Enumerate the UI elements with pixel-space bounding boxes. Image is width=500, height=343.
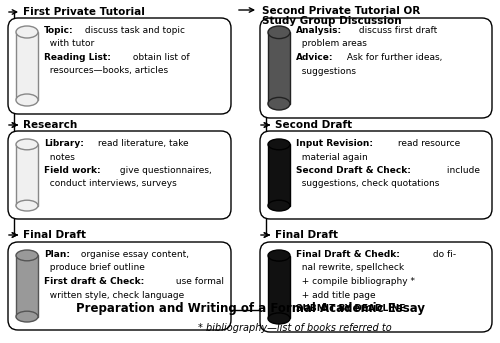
- Text: Plan:: Plan:: [44, 250, 70, 259]
- Text: written style, check language: written style, check language: [44, 291, 184, 299]
- Text: Topic:: Topic:: [44, 26, 74, 35]
- Ellipse shape: [268, 26, 290, 39]
- Text: notes: notes: [44, 153, 75, 162]
- Bar: [16, 144, 38, 205]
- Text: with tutor: with tutor: [44, 39, 94, 48]
- Ellipse shape: [16, 311, 38, 322]
- Ellipse shape: [16, 250, 38, 261]
- Ellipse shape: [16, 26, 38, 38]
- Text: material again: material again: [296, 153, 368, 162]
- Text: produce brief outline: produce brief outline: [44, 263, 145, 272]
- Text: Advice:: Advice:: [296, 53, 334, 62]
- Bar: [16, 32, 38, 100]
- Text: Final Draft: Final Draft: [23, 230, 86, 240]
- Text: * bibliography—list of books referred to: * bibliography—list of books referred to: [198, 323, 392, 333]
- Ellipse shape: [268, 313, 290, 324]
- Text: + compile bibliography *: + compile bibliography *: [296, 277, 415, 286]
- Text: organise essay content,: organise essay content,: [78, 250, 188, 259]
- Bar: [16, 256, 38, 317]
- Text: suggestions, check quotations: suggestions, check quotations: [296, 179, 440, 189]
- Text: Second Draft: Second Draft: [275, 120, 352, 130]
- Text: Research: Research: [23, 120, 77, 130]
- Text: give questionnaires,: give questionnaires,: [117, 166, 212, 175]
- Text: nal rewrite, spellcheck: nal rewrite, spellcheck: [296, 263, 404, 272]
- Text: Second Draft & Check:: Second Draft & Check:: [296, 166, 411, 175]
- Text: SUBMIT BY DEADLINE: SUBMIT BY DEADLINE: [296, 304, 406, 313]
- Text: + add title page: + add title page: [296, 291, 376, 299]
- Text: read literature, take: read literature, take: [96, 139, 189, 148]
- FancyBboxPatch shape: [260, 18, 492, 118]
- Text: First draft & Check:: First draft & Check:: [44, 277, 144, 286]
- Text: resources—books, articles: resources—books, articles: [44, 67, 168, 75]
- Text: problem areas: problem areas: [296, 39, 367, 48]
- Text: Analysis:: Analysis:: [296, 26, 342, 35]
- Text: read resource: read resource: [396, 139, 460, 148]
- Text: Field work:: Field work:: [44, 166, 100, 175]
- Text: Final Draft & Chedk:: Final Draft & Chedk:: [296, 250, 400, 259]
- Ellipse shape: [268, 97, 290, 110]
- Ellipse shape: [268, 139, 290, 150]
- Bar: [268, 256, 290, 318]
- Text: conduct interviews, surveys: conduct interviews, surveys: [44, 179, 177, 189]
- Text: do fi-: do fi-: [430, 250, 456, 259]
- Ellipse shape: [268, 250, 290, 261]
- Bar: [268, 32, 290, 104]
- Ellipse shape: [16, 94, 38, 106]
- Text: Reading List:: Reading List:: [44, 53, 111, 62]
- Text: discuss task and topic: discuss task and topic: [82, 26, 185, 35]
- Ellipse shape: [16, 139, 38, 150]
- Text: use formal: use formal: [174, 277, 224, 286]
- FancyBboxPatch shape: [8, 18, 231, 114]
- Text: suggestions: suggestions: [296, 67, 356, 75]
- Text: include: include: [444, 166, 480, 175]
- Text: obtain list of: obtain list of: [130, 53, 190, 62]
- Bar: [268, 144, 290, 205]
- Text: Second Private Tutorial OR: Second Private Tutorial OR: [262, 6, 420, 16]
- Text: Ask for further ideas,: Ask for further ideas,: [344, 53, 443, 62]
- FancyBboxPatch shape: [260, 131, 492, 219]
- Ellipse shape: [16, 200, 38, 211]
- FancyBboxPatch shape: [8, 242, 231, 330]
- Text: Input Revision:: Input Revision:: [296, 139, 373, 148]
- Text: Study Group Discussion: Study Group Discussion: [262, 16, 402, 26]
- Text: First Private Tutorial: First Private Tutorial: [23, 7, 145, 17]
- FancyBboxPatch shape: [8, 131, 231, 219]
- Text: Library:: Library:: [44, 139, 84, 148]
- Text: Preparation and Writing of a Formal Academic Essay: Preparation and Writing of a Formal Acad…: [76, 302, 424, 315]
- Text: discuss first draft: discuss first draft: [356, 26, 437, 35]
- Ellipse shape: [268, 200, 290, 211]
- FancyBboxPatch shape: [260, 242, 492, 332]
- Text: Final Draft: Final Draft: [275, 230, 338, 240]
